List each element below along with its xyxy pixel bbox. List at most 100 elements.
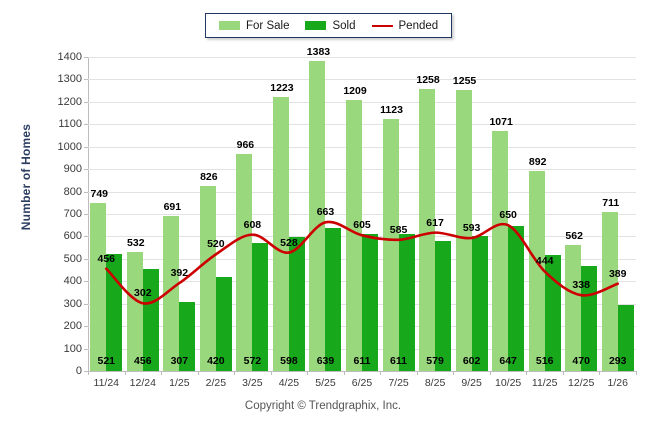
x-axis-tick-mark [526, 371, 528, 375]
value-label-pended: 605 [353, 219, 371, 232]
gridline [88, 371, 636, 372]
value-label-sold: 470 [572, 355, 590, 367]
value-label-sold: 293 [608, 355, 627, 367]
x-axis-tick-mark [197, 371, 199, 375]
bar-sold[interactable] [179, 302, 196, 371]
bar-for-sale[interactable] [199, 185, 216, 371]
bar-for-sale[interactable] [272, 96, 289, 371]
bar-for-sale[interactable] [601, 211, 618, 371]
x-axis-tick-label: 4/25 [278, 377, 300, 389]
bar-sold[interactable] [362, 233, 378, 371]
legend-swatch-sold-icon [305, 21, 327, 30]
y-axis-tick-label: 400 [63, 275, 82, 288]
value-label-pended: 389 [608, 267, 627, 280]
value-label-sold: 611 [353, 355, 371, 367]
y-axis-tick-mark [84, 146, 88, 148]
bar-for-sale[interactable] [382, 119, 399, 371]
plot-area: 749 521 532 456 691 307 826 420 966 572 1223 598 138… [88, 46, 636, 372]
x-axis-tick-mark [416, 371, 418, 375]
bar-for-sale[interactable] [492, 130, 509, 371]
legend-swatch-for-sale-icon [219, 21, 240, 30]
gridline [88, 146, 636, 148]
legend-item-for-sale[interactable]: For Sale [219, 20, 289, 32]
bar-sold[interactable] [398, 233, 415, 371]
x-axis-tick-mark [124, 371, 126, 375]
value-label-pended: 444 [535, 255, 554, 268]
x-axis-tick-label: 2/25 [205, 377, 227, 389]
chart-legend: For Sale Sold Pended [205, 13, 453, 38]
bar-for-sale[interactable] [528, 170, 545, 371]
bar-sold[interactable] [106, 254, 123, 371]
gridline [88, 101, 636, 103]
bar-for-sale[interactable] [90, 203, 107, 371]
y-axis-tick-label: 200 [63, 320, 82, 333]
y-axis-tick-mark [84, 303, 88, 305]
bar-for-sale[interactable] [126, 251, 143, 371]
y-axis-tick-mark [84, 326, 88, 328]
bar-for-sale[interactable] [565, 244, 582, 371]
x-axis-tick-mark [599, 371, 601, 375]
x-axis-tick-label: 9/25 [461, 377, 482, 389]
value-label-sold: 521 [97, 355, 116, 367]
value-label-for-sale: 1071 [489, 115, 513, 128]
value-label-for-sale: 711 [602, 196, 620, 209]
bar-sold[interactable] [252, 242, 269, 371]
bar-sold[interactable] [435, 241, 452, 371]
bar-for-sale[interactable] [236, 154, 253, 371]
x-axis-tick-label: 1/26 [607, 377, 628, 389]
bar-sold[interactable] [325, 227, 342, 371]
x-axis-tick-mark [270, 371, 272, 375]
bar-for-sale[interactable] [163, 216, 180, 371]
y-axis-tick-mark [84, 371, 88, 372]
x-axis-tick-mark [453, 371, 455, 375]
value-label-for-sale: 1258 [416, 73, 440, 86]
legend-label-for-sale: For Sale [246, 19, 290, 32]
y-axis-tick-mark [84, 124, 88, 126]
x-axis-tick-mark [380, 371, 382, 375]
value-label-sold: 579 [426, 355, 444, 367]
legend-item-sold[interactable]: Sold [305, 20, 356, 32]
bar-for-sale[interactable] [346, 99, 362, 371]
value-label-pended: 338 [572, 279, 590, 292]
y-axis-tick-mark [84, 348, 88, 350]
value-label-sold: 598 [280, 355, 298, 367]
y-axis-tick-label: 1300 [57, 73, 82, 86]
y-axis-title: Number of Homes [19, 123, 33, 231]
x-axis-tick-label: 1/25 [169, 377, 190, 389]
value-label-for-sale: 1223 [270, 81, 294, 94]
y-axis-tick-label: 600 [63, 230, 82, 243]
x-axis-tick-mark [88, 371, 89, 375]
value-label-pended: 456 [97, 252, 116, 265]
y-axis-tick-label: 1400 [57, 51, 82, 63]
x-axis-tick-mark [489, 371, 491, 375]
bar-for-sale[interactable] [419, 88, 436, 371]
value-label-for-sale: 1383 [306, 45, 331, 58]
value-label-sold: 456 [134, 355, 152, 367]
y-axis-tick-mark [84, 169, 88, 171]
value-label-pended: 650 [499, 209, 517, 222]
legend-item-pended[interactable]: Pended [371, 20, 438, 32]
x-axis-tick-label: 11/24 [93, 377, 120, 389]
bar-sold[interactable] [471, 235, 488, 371]
bar-sold[interactable] [288, 236, 305, 371]
gridline [88, 124, 636, 126]
bar-sold[interactable] [508, 225, 525, 371]
value-label-for-sale: 1123 [380, 104, 403, 117]
y-axis-tick-mark [84, 281, 88, 283]
value-label-for-sale: 691 [163, 201, 182, 214]
y-axis-tick-label: 700 [63, 208, 82, 220]
value-label-sold: 611 [390, 355, 408, 367]
value-label-pended: 585 [389, 223, 408, 236]
y-axis-tick-mark [84, 191, 88, 193]
value-label-for-sale: 966 [236, 139, 255, 152]
value-label-for-sale: 1255 [452, 74, 477, 87]
x-axis-tick-label: 7/25 [388, 377, 409, 389]
bar-sold[interactable] [544, 255, 561, 371]
y-axis-tick-mark [84, 79, 88, 81]
x-axis-tick-label: 12/25 [568, 377, 595, 389]
x-axis-tick-mark [234, 371, 236, 375]
bar-sold[interactable] [617, 305, 634, 371]
value-label-for-sale: 826 [200, 170, 218, 183]
y-axis-tick-label: 1000 [57, 140, 82, 153]
x-axis-tick-label: 8/25 [424, 377, 446, 389]
